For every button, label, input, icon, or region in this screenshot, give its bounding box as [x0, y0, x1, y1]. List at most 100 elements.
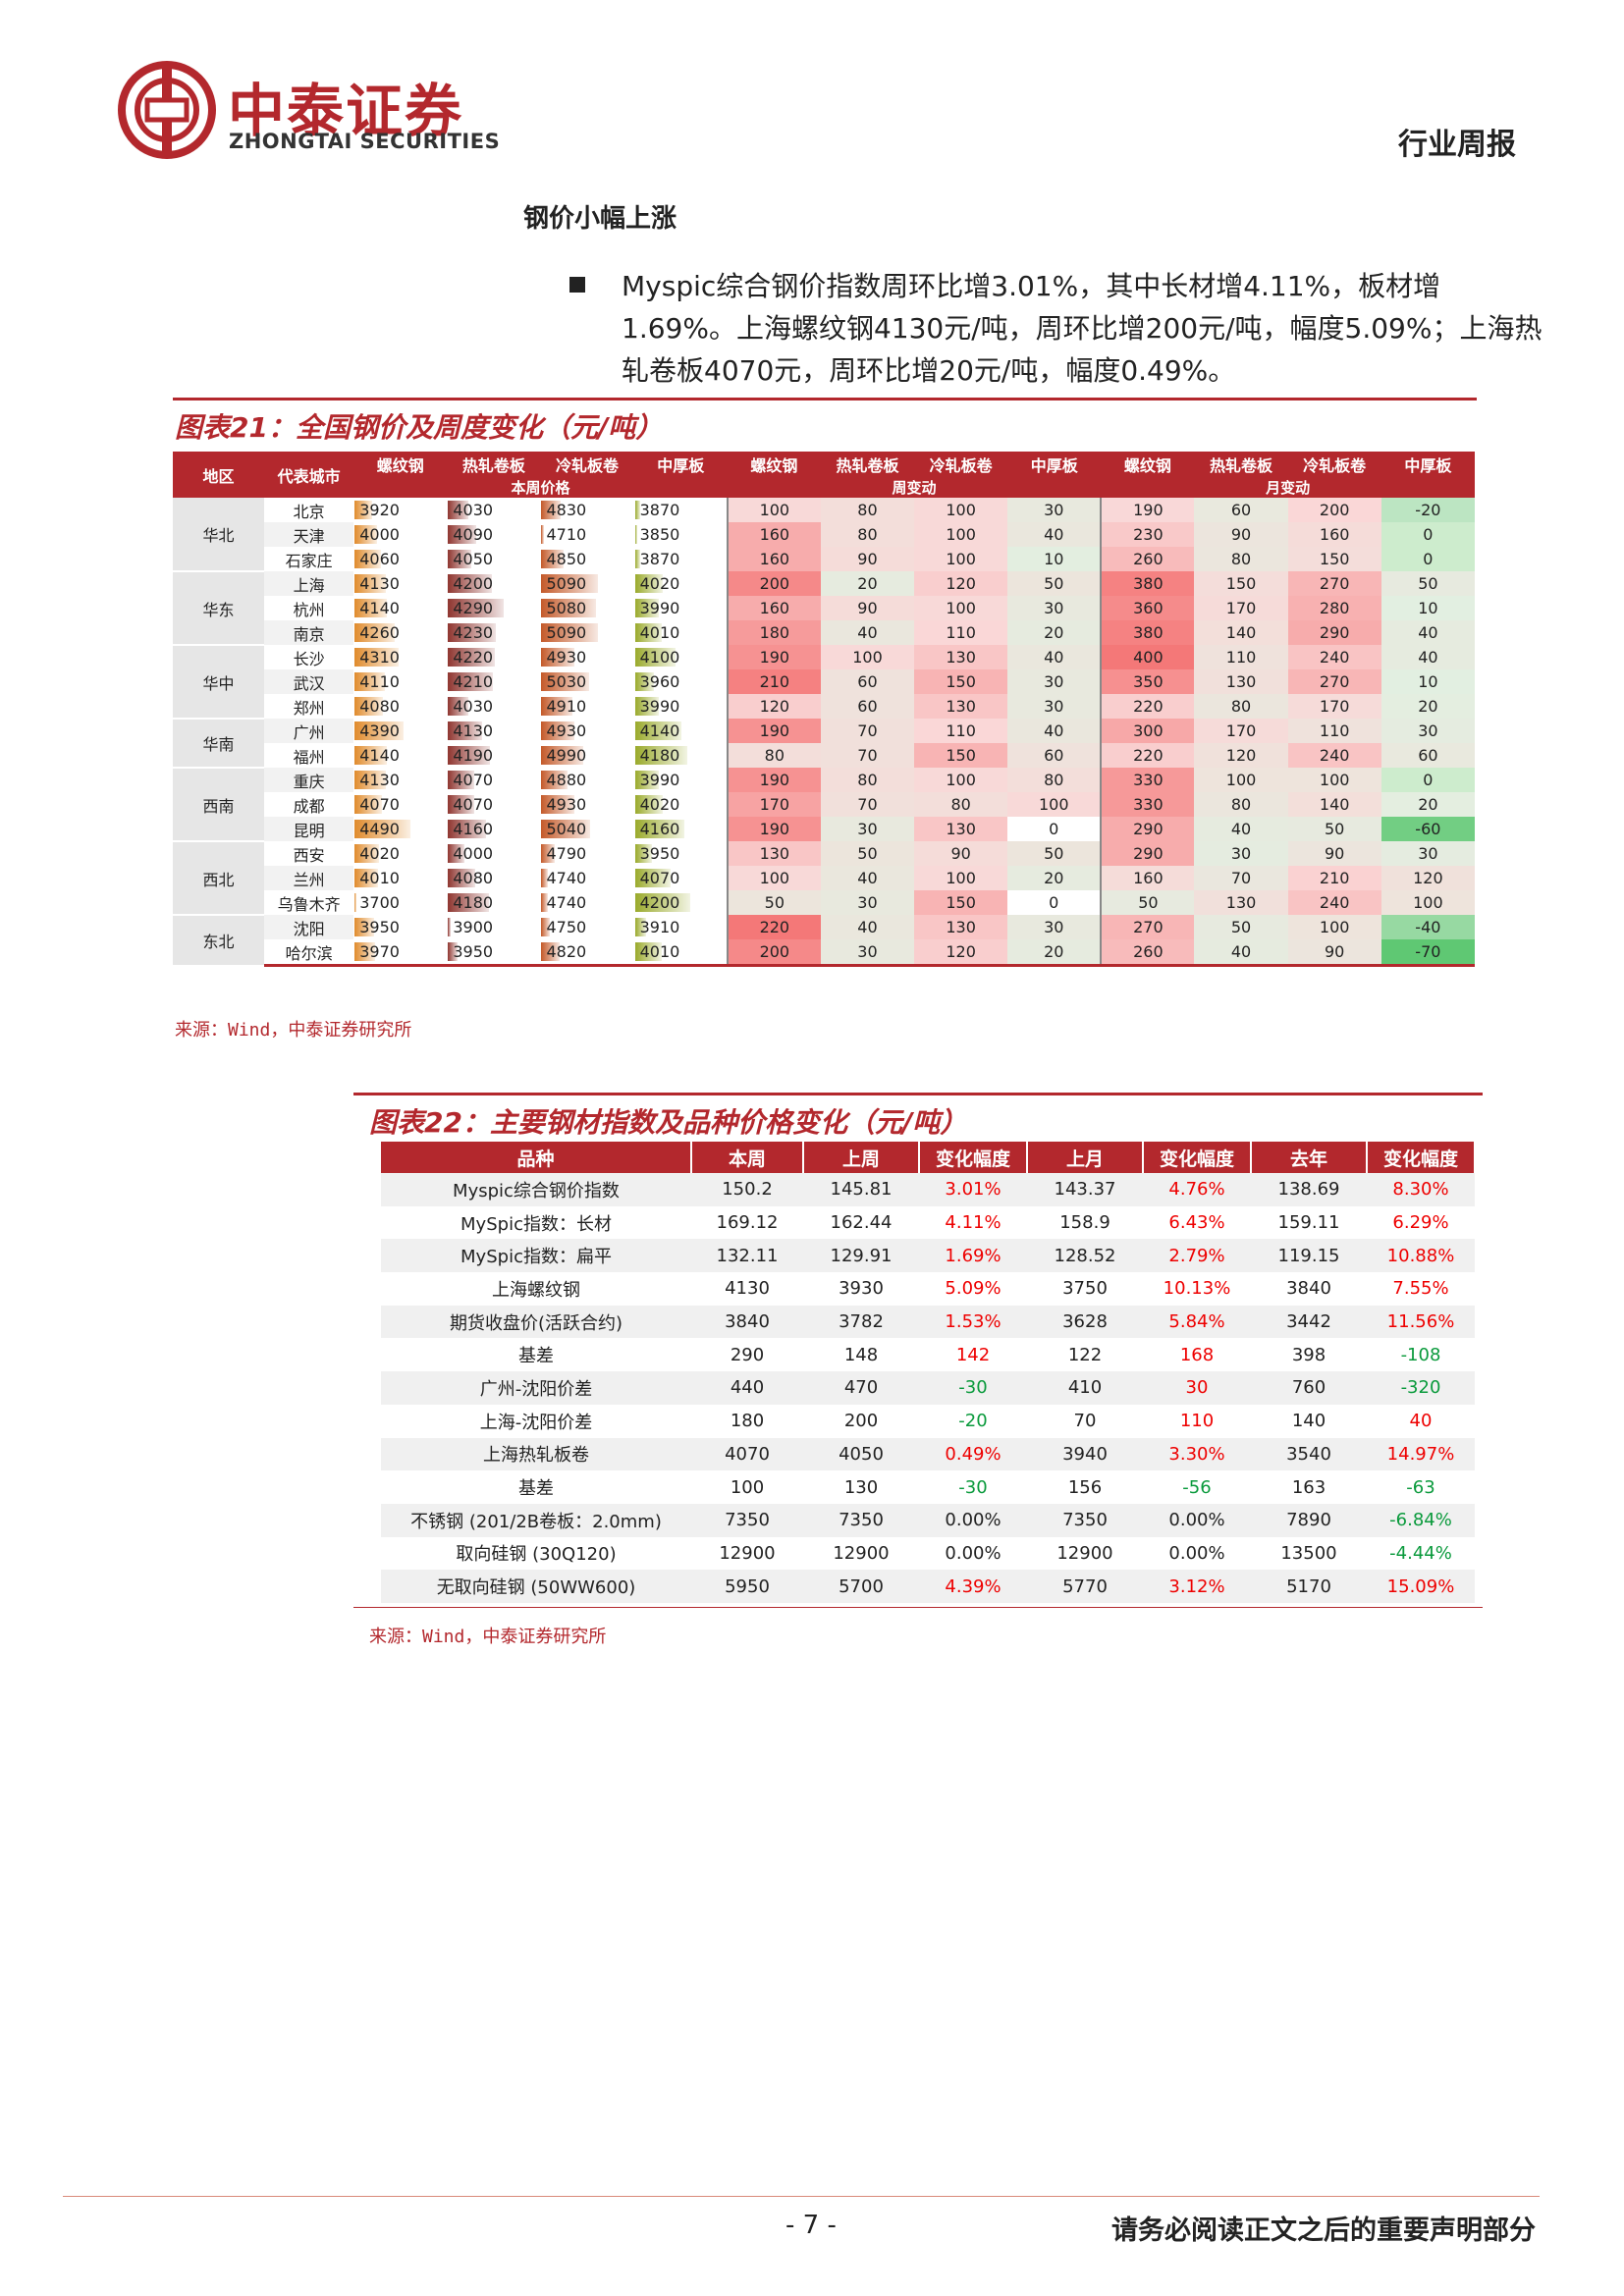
week-change-cell: 80 [820, 768, 915, 792]
month-change-cell: 200 [1287, 498, 1381, 522]
price-value: 3990 [639, 697, 680, 716]
price-data-bar [354, 844, 379, 863]
price-value: 4020 [639, 574, 680, 593]
header-week-rebar: 螺纹钢 [727, 452, 821, 477]
price-value: 4100 [639, 648, 680, 667]
price-cell: 4210 [447, 669, 541, 694]
month-change-cell: 400 [1100, 645, 1195, 669]
price-value: 4930 [546, 721, 587, 740]
item-name-cell: 上海-沈阳价差 [381, 1404, 691, 1438]
price-cell: 4140 [353, 596, 448, 620]
price-data-bar [634, 893, 691, 912]
month-change-cell: 210 [1287, 866, 1381, 890]
price-data-bar [634, 795, 664, 814]
price-data-bar [634, 550, 640, 568]
month-change-cell: 300 [1100, 719, 1195, 743]
price-value: 4000 [453, 844, 494, 863]
city-cell: 郑州 [264, 694, 354, 719]
price-cell: 4000 [447, 841, 541, 866]
header-month-rebar: 螺纹钢 [1101, 452, 1195, 477]
fig22-bottom-rule [353, 1607, 1483, 1608]
city-cell: 乌鲁木齐 [264, 890, 354, 915]
price-cell: 4090 [447, 522, 541, 547]
price-cell: 4010 [353, 866, 448, 890]
price-cell: 4390 [353, 719, 448, 743]
price-data-bar [354, 648, 399, 667]
value-cell: 3.30% [1143, 1437, 1251, 1471]
price-value: 4070 [453, 795, 494, 814]
price-value: 4310 [359, 648, 400, 667]
price-data-bar [541, 648, 575, 667]
week-change-cell: 90 [820, 547, 915, 571]
price-data-bar [354, 550, 382, 568]
item-name-cell: 上海热轧板卷 [381, 1437, 691, 1471]
table-row: 期货收盘价(活跃合约) 3840 3782 1.53% 3628 5.84% 3442 11.… [381, 1305, 1475, 1339]
price-cell: 4070 [353, 792, 448, 817]
header-group-price: 本周价格 [353, 477, 728, 498]
price-data-bar [448, 869, 475, 887]
price-value: 4490 [359, 820, 400, 838]
price-data-bar [634, 525, 637, 544]
week-change-cell: 210 [726, 669, 821, 694]
value-cell: 4050 [803, 1437, 919, 1471]
price-data-bar [448, 501, 468, 519]
city-cell: 北京 [264, 498, 354, 522]
price-cell: 4710 [540, 522, 634, 547]
price-cell: 4290 [447, 596, 541, 620]
week-change-cell: 120 [914, 571, 1008, 596]
value-cell: 0.49% [919, 1437, 1027, 1471]
fig22-title: 图表22：主要钢材指数及品种价格变化（元/吨） [369, 1106, 968, 1139]
price-cell: 4070 [447, 792, 541, 817]
value-cell: 158.9 [1027, 1205, 1143, 1240]
item-name-cell: 无取向硅钢 (50WW600) [381, 1570, 691, 1603]
value-cell: 130 [803, 1470, 919, 1504]
price-data-bar [448, 550, 471, 568]
week-change-cell: 60 [820, 669, 915, 694]
fig22-top-rule [353, 1093, 1483, 1095]
price-cell: 3700 [353, 890, 448, 915]
header-month-plate: 中厚板 [1380, 452, 1475, 477]
price-value: 4710 [546, 525, 587, 544]
city-cell: 成都 [264, 792, 354, 817]
price-value: 4000 [359, 525, 400, 544]
brand-name-cn: 中泰证券 [228, 78, 464, 144]
month-change-cell: 30 [1194, 841, 1288, 866]
value-cell: 138.69 [1251, 1173, 1367, 1206]
week-change-cell: 150 [914, 669, 1008, 694]
value-cell: 4.39% [919, 1570, 1027, 1603]
price-data-bar [448, 918, 451, 936]
header-cell: 上月 [1027, 1142, 1144, 1173]
month-change-cell: -60 [1380, 817, 1475, 841]
week-change-cell: 100 [914, 547, 1008, 571]
bullet-paragraph: Myspic综合钢价指数周环比增3.01%，其中长材增4.11%，板材增1.69… [622, 270, 1543, 387]
price-data-bar [448, 721, 482, 740]
price-data-bar [354, 869, 378, 887]
price-data-bar [354, 623, 396, 642]
price-cell: 4180 [447, 890, 541, 915]
week-change-cell: 40 [820, 620, 915, 645]
price-value: 4200 [639, 893, 680, 912]
week-change-cell: 130 [914, 817, 1008, 841]
price-value: 3870 [639, 501, 680, 519]
week-change-cell: 70 [820, 792, 915, 817]
table-row: 石家庄 4060 4050 4850 3870 160 90 100 10 260 80 150 0 [173, 547, 1475, 571]
table-row: 华东 上海 4130 4200 5090 4020 200 20 120 50 380 150 270 5… [173, 571, 1475, 646]
table-row: 西南 重庆 4130 4070 4880 3990 190 80 100 80 330 100 100 0 [173, 768, 1475, 842]
header-month-hrc: 热轧卷板 [1194, 452, 1288, 477]
price-value: 4140 [639, 721, 680, 740]
price-cell: 4260 [353, 620, 448, 645]
month-change-cell: 240 [1287, 890, 1381, 915]
price-value: 3850 [639, 525, 680, 544]
price-data-bar [354, 574, 387, 593]
week-change-cell: 30 [1007, 596, 1102, 620]
week-change-cell: 20 [1007, 866, 1102, 890]
value-cell: 4130 [691, 1272, 803, 1306]
price-data-bar [541, 721, 575, 740]
price-value: 4390 [359, 721, 400, 740]
price-data-bar [541, 869, 549, 887]
price-value: 4990 [546, 746, 587, 765]
value-cell: 142 [919, 1338, 1027, 1372]
city-cell: 西安 [264, 841, 354, 866]
price-cell: 3990 [633, 768, 728, 792]
price-data-bar [541, 623, 598, 642]
